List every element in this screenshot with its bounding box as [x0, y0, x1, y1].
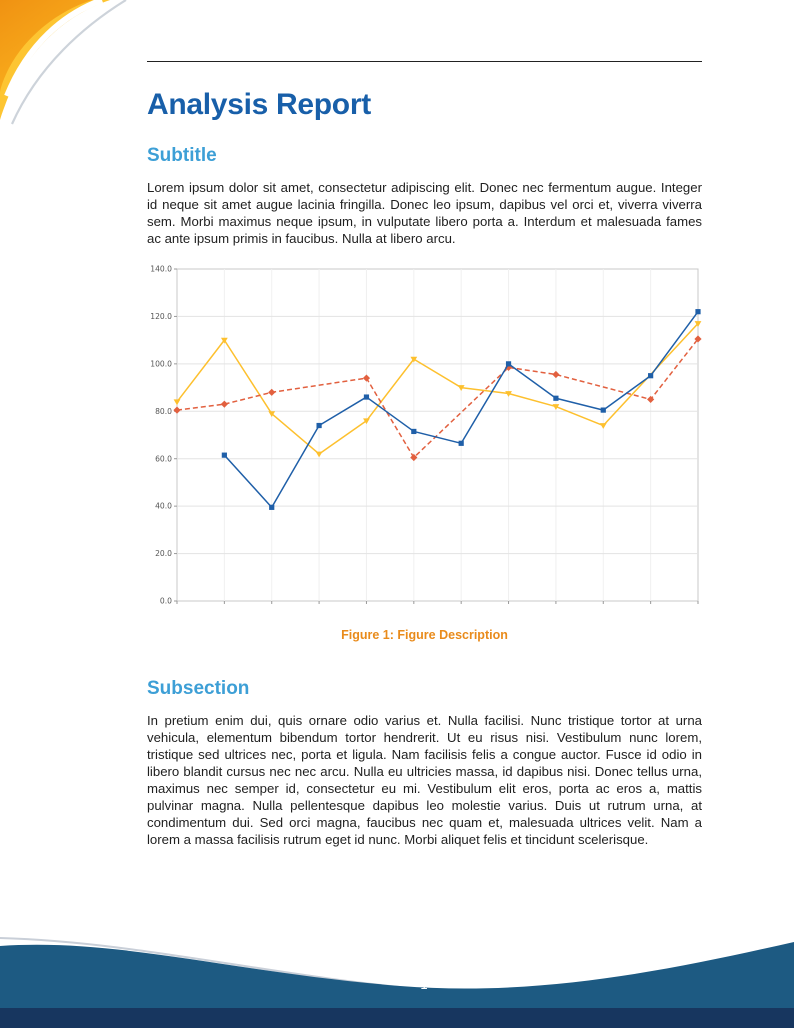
figure-chart: 0.0 20.0 40.0 60.0 80.0 100.0 120.0 140.0 — [150, 265, 702, 606]
corner-gray-arc — [10, 0, 127, 125]
y-tick-label: 0.0 — [160, 597, 172, 606]
paragraph-subtitle: Lorem ipsum dolor sit amet, consectetur … — [147, 180, 702, 246]
figure-caption-text: Figure Description — [397, 628, 508, 642]
footer-wave-shape — [0, 942, 794, 1028]
corner-white-curve — [4, 0, 104, 98]
header-rule — [147, 61, 702, 62]
chart-series-yellow — [173, 321, 702, 458]
page-title: Analysis Report — [147, 88, 371, 121]
figure-caption: Figure 1: Figure Description — [147, 628, 702, 642]
y-tick-label: 40.0 — [155, 502, 172, 511]
vertical-gridlines — [223, 269, 652, 601]
corner-swoosh-decoration — [0, 0, 127, 125]
section-heading-subsection: Subsection — [147, 678, 250, 699]
y-tick-label: 100.0 — [150, 359, 172, 368]
plot-area — [176, 268, 699, 602]
footer-wave: 1 — [0, 937, 794, 1028]
page-content: Analysis Report Subtitle Lorem ipsum dol… — [147, 0, 702, 848]
figure-caption-label: Figure 1: — [341, 628, 394, 642]
y-tick-label: 120.0 — [150, 312, 172, 321]
corner-orange-shape — [0, 0, 92, 92]
y-tick-label: 60.0 — [155, 454, 172, 463]
section-heading-subtitle: Subtitle — [147, 145, 217, 166]
y-tick-label: 20.0 — [155, 549, 172, 558]
y-tick-label: 80.0 — [155, 407, 172, 416]
paragraph-subsection: In pretium enim dui, quis ornare odio va… — [147, 713, 702, 847]
y-tick-label: 140.0 — [150, 265, 172, 274]
x-axis — [176, 601, 699, 604]
figure-block: 0.0 20.0 40.0 60.0 80.0 100.0 120.0 140.0 Figur… — [147, 263, 702, 642]
footer-bottom-strip — [0, 1008, 794, 1028]
footer-page-number: 1 — [420, 977, 427, 992]
chart-series-blue — [221, 309, 701, 510]
